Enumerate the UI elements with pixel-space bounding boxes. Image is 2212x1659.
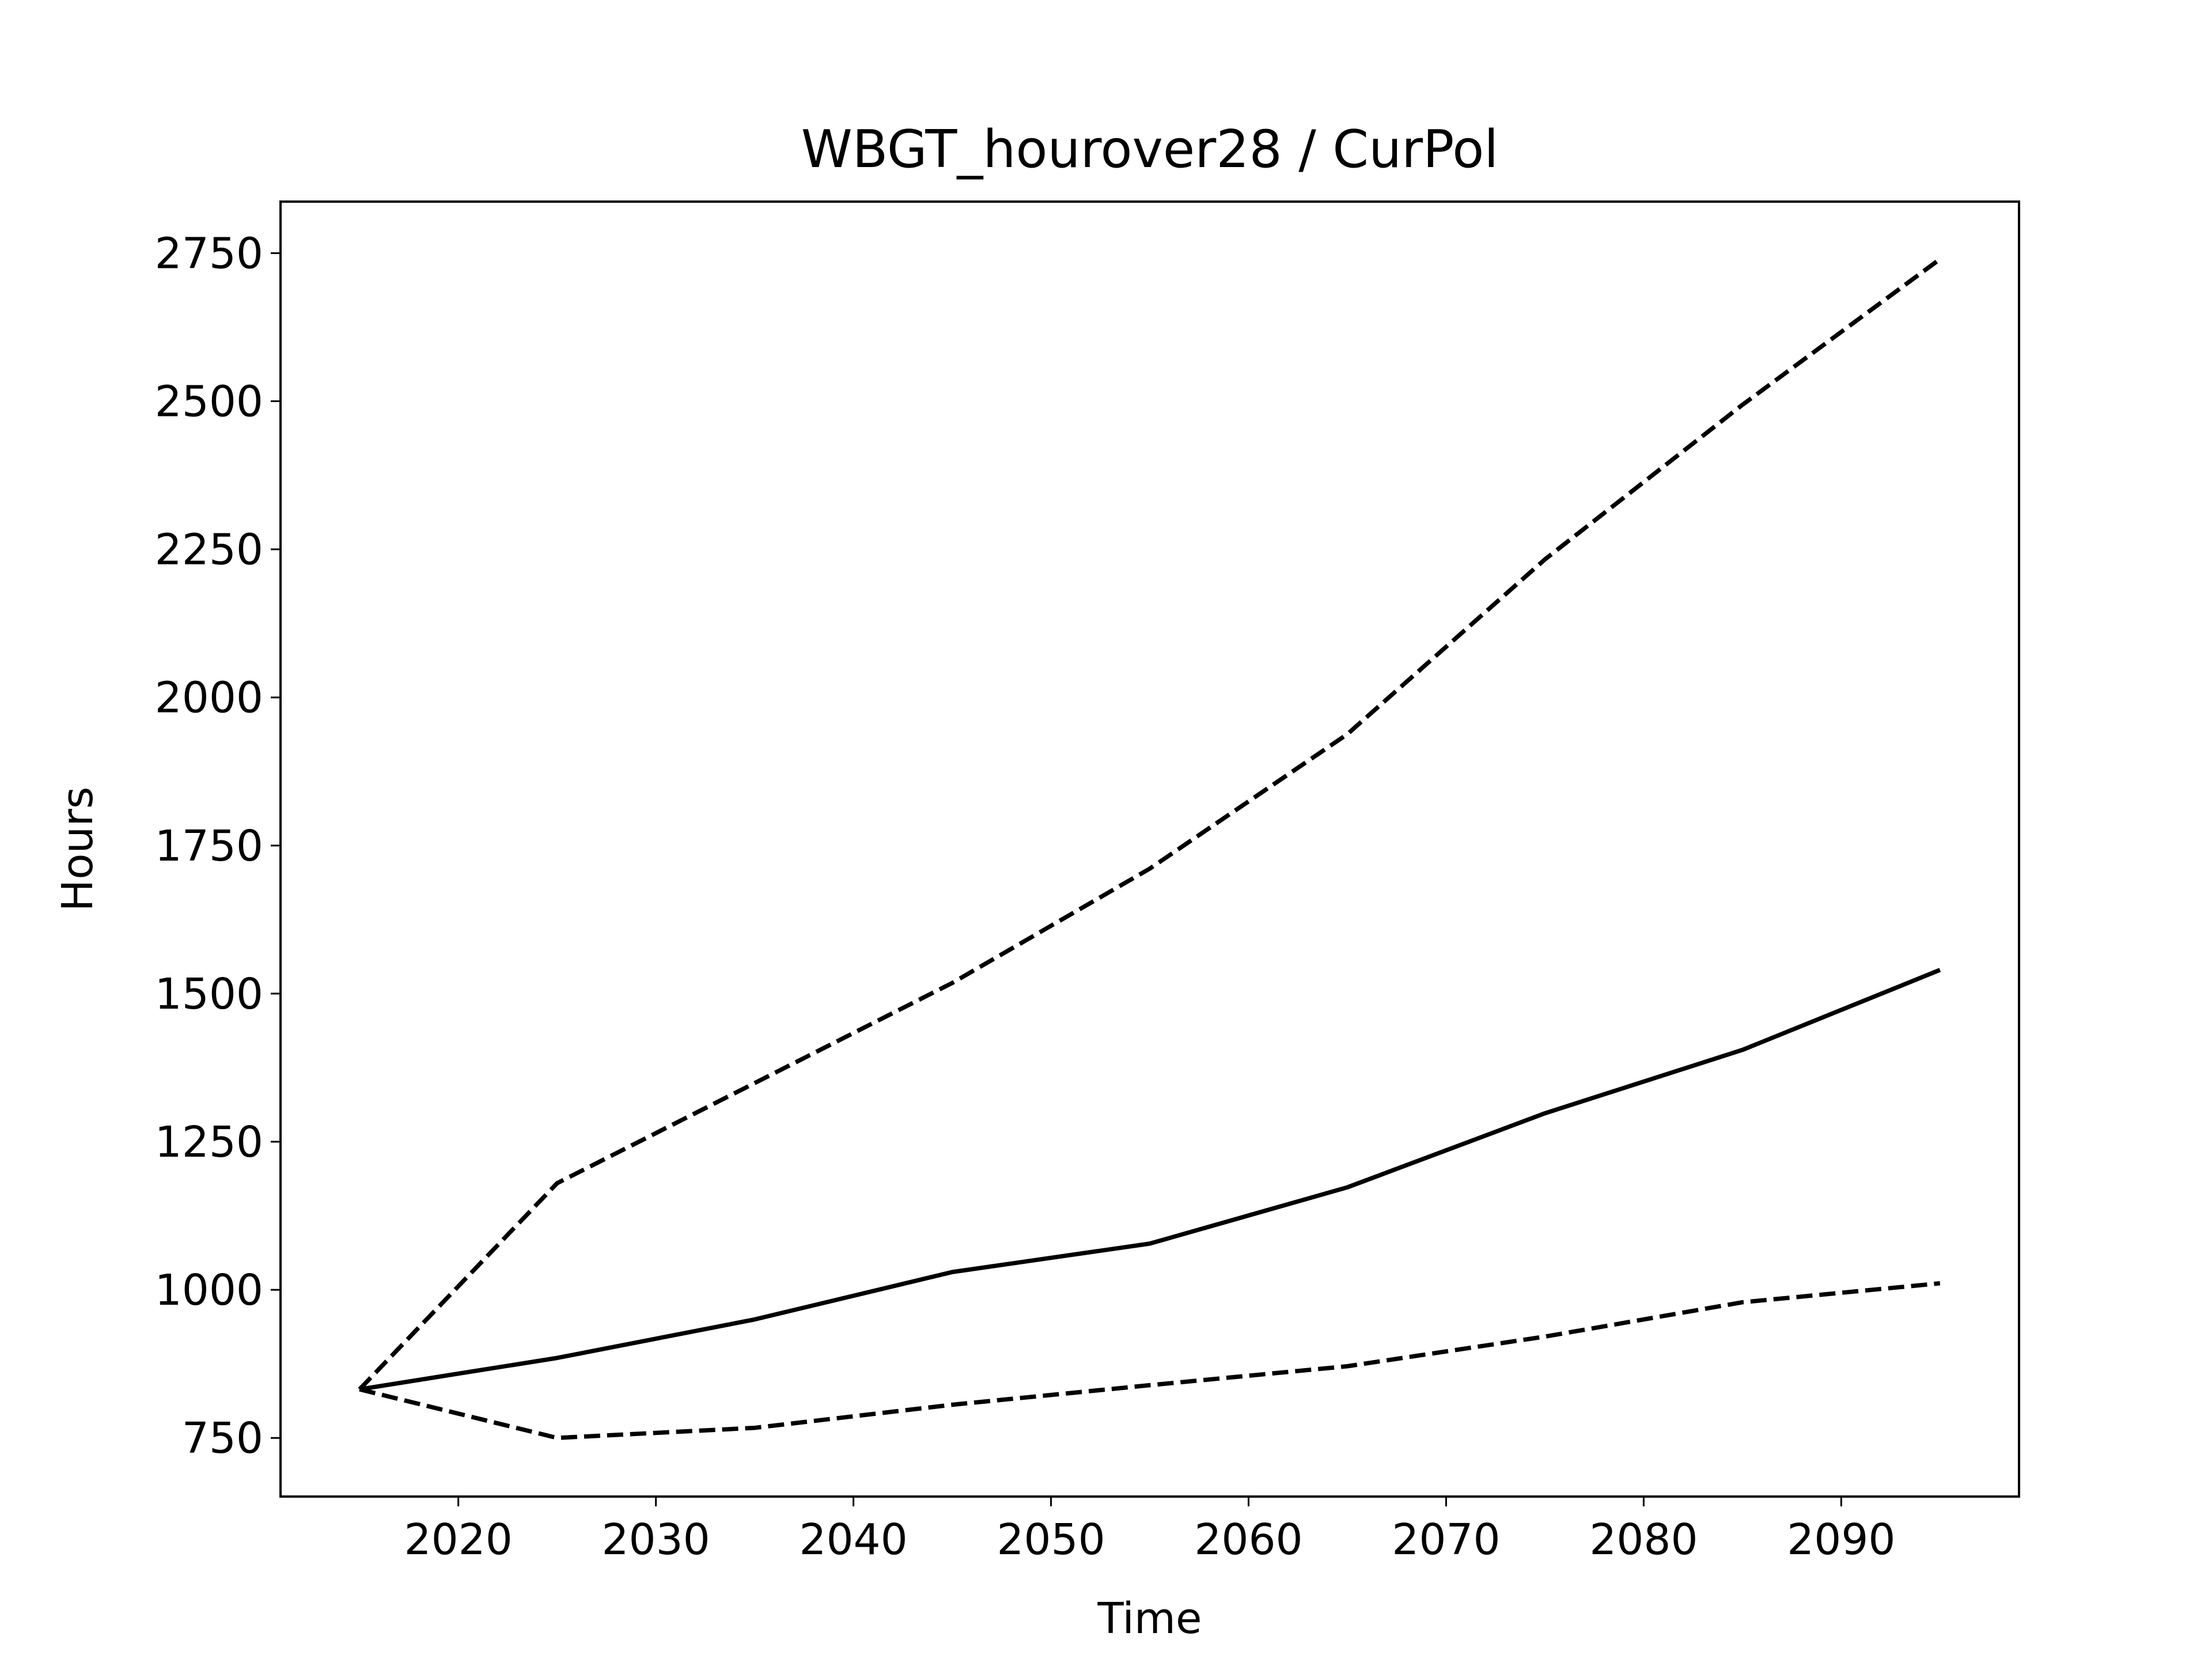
x-tick-label: 2090 <box>1787 1515 1895 1565</box>
x-tick-label: 2030 <box>601 1515 710 1565</box>
series-line <box>358 257 1942 1391</box>
y-tick-label: 2500 <box>155 377 263 427</box>
y-tick-label: 750 <box>182 1414 263 1463</box>
x-tick-label: 2060 <box>1194 1515 1302 1565</box>
chart-title: WBGT_hourover28 / CurPol <box>801 119 1499 180</box>
y-tick-label: 1250 <box>155 1118 263 1167</box>
x-tick-label: 2070 <box>1392 1515 1500 1565</box>
y-tick-label: 1000 <box>155 1266 263 1315</box>
x-axis-label: Time <box>1097 1594 1202 1643</box>
plot-frame <box>279 200 2020 1498</box>
y-tick-label: 2000 <box>155 673 263 723</box>
x-tick-label: 2050 <box>997 1515 1105 1565</box>
y-tick-label: 1750 <box>155 821 263 871</box>
y-axis-label: Hours <box>53 787 103 912</box>
series-line <box>359 968 1941 1392</box>
x-tick-label: 2020 <box>404 1515 512 1565</box>
y-tick-label: 2250 <box>155 525 263 575</box>
series-line <box>359 1281 1941 1440</box>
y-tick-label: 1500 <box>155 969 263 1019</box>
x-tick-label: 2040 <box>799 1515 907 1565</box>
x-tick-label: 2080 <box>1589 1515 1698 1565</box>
y-tick-label: 2750 <box>155 229 263 278</box>
